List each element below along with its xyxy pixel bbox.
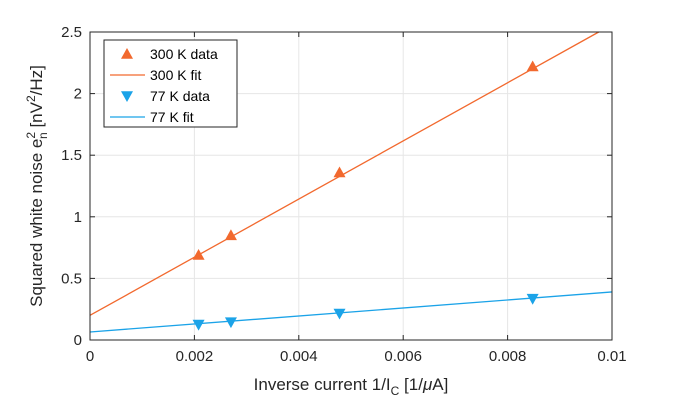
triangle-down-marker (527, 294, 539, 305)
x-axis-title: Inverse current 1/IC [1/μA] (254, 375, 449, 398)
triangle-up-marker (334, 166, 346, 177)
x-tick-label: 0.008 (489, 348, 527, 365)
y-tick-label: 2.5 (61, 24, 82, 41)
y-axis-title: Squared white noise e2n [nV2/Hz] (24, 65, 50, 307)
x-tick-label: 0 (86, 348, 94, 365)
legend: 300 K data 300 K fit 77 K data 77 K fit (104, 40, 237, 127)
legend-label-300k-fit: 300 K fit (150, 67, 201, 83)
triangle-down-marker (334, 309, 346, 320)
data-markers (193, 60, 539, 330)
y-tick-label: 0 (74, 332, 82, 349)
x-tick-label: 0.01 (597, 348, 626, 365)
legend-label-77k-data: 77 K data (150, 88, 210, 104)
chart: 0 0.002 0.004 0.006 0.008 0.01 0 0.5 1 1.5 2 2.5 In… (0, 0, 678, 408)
y-tick-label: 2 (74, 86, 82, 103)
y-tick-label: 1.5 (61, 147, 82, 164)
legend-label-300k-data: 300 K data (150, 46, 218, 62)
x-tick-label: 0.004 (280, 348, 318, 365)
legend-label-77k-fit: 77 K fit (150, 109, 194, 125)
x-tick-label: 0.006 (384, 348, 422, 365)
y-tick-label: 0.5 (61, 270, 82, 287)
y-tick-label: 1 (74, 209, 82, 226)
x-tick-label: 0.002 (176, 348, 214, 365)
triangle-down-marker (225, 317, 237, 328)
